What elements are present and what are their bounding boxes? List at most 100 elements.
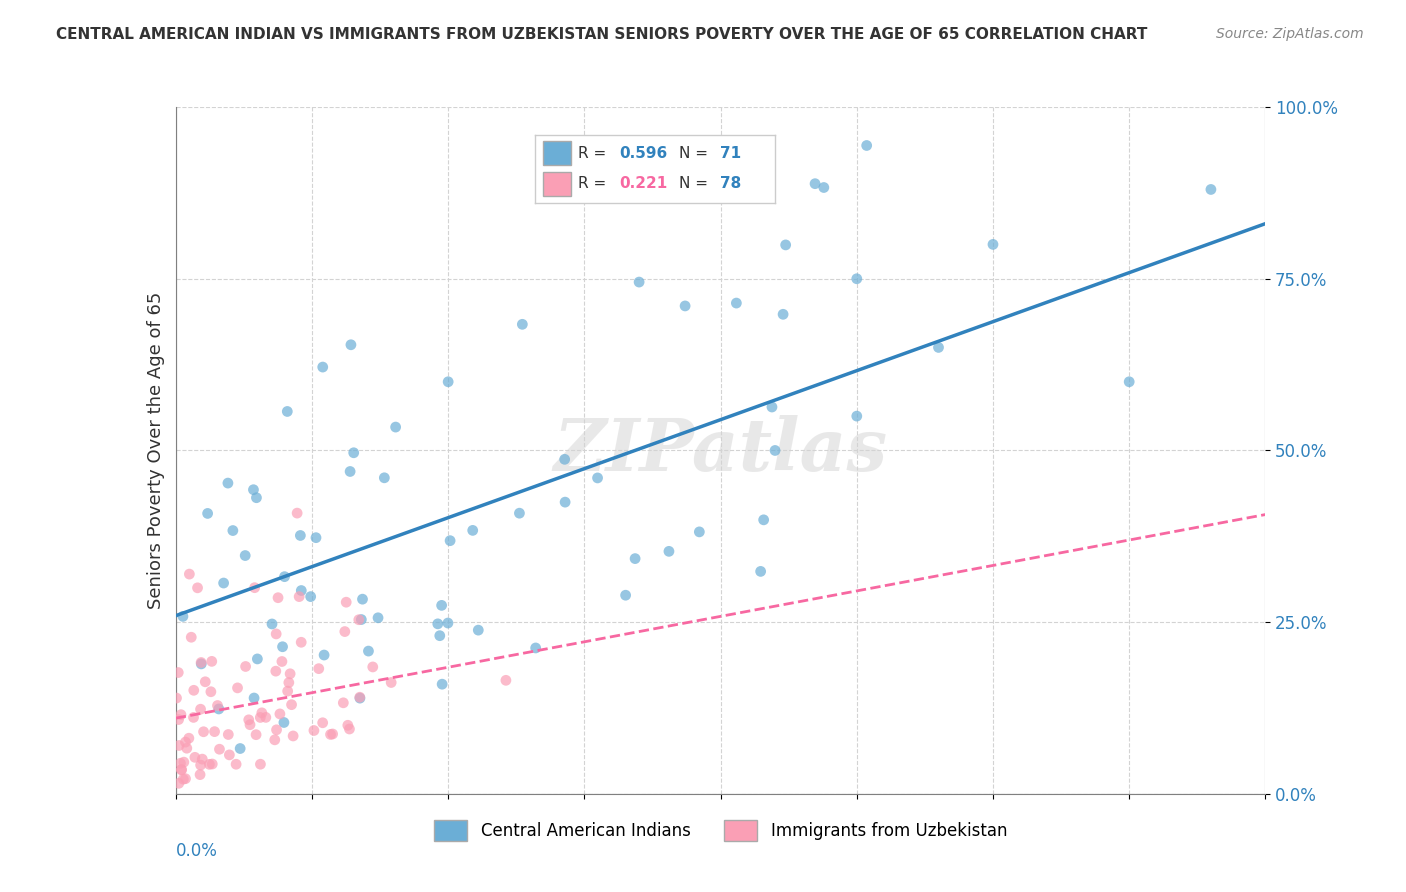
Point [311, 715, 333, 730]
Point [349, 690, 371, 705]
Point [314, 648, 336, 662]
Point [845, 409, 868, 423]
Point [249, 757, 271, 772]
Point [628, 275, 651, 289]
Point [524, 640, 547, 655]
Point [512, 318, 534, 332]
Point [198, 757, 221, 772]
Point [305, 531, 328, 545]
Point [172, 609, 194, 624]
Point [775, 238, 797, 252]
Point [276, 404, 298, 418]
Point [201, 757, 224, 772]
Text: ZIPatlas: ZIPatlas [554, 415, 887, 486]
Point [281, 729, 304, 743]
Point [928, 340, 950, 354]
Point [201, 654, 224, 668]
Point [233, 549, 256, 563]
Point [170, 763, 193, 777]
Point [845, 271, 868, 285]
Point [188, 767, 211, 781]
Point [167, 713, 190, 727]
Point [217, 727, 239, 741]
Point [191, 752, 214, 766]
Text: CENTRAL AMERICAN INDIAN VS IMMIGRANTS FROM UZBEKISTAN SENIORS POVERTY OVER THE A: CENTRAL AMERICAN INDIAN VS IMMIGRANTS FR… [56, 27, 1147, 42]
Point [194, 674, 217, 689]
Point [290, 583, 312, 598]
Point [280, 698, 302, 712]
Point [1199, 182, 1222, 196]
Point [367, 611, 389, 625]
Point [350, 613, 373, 627]
Point [263, 732, 285, 747]
Point [763, 443, 786, 458]
Point [242, 483, 264, 497]
Point [264, 627, 287, 641]
Point [554, 452, 576, 467]
Point [166, 691, 188, 706]
Point [336, 718, 359, 732]
Point [172, 772, 194, 787]
Point [361, 660, 384, 674]
Point [430, 677, 453, 691]
Point [308, 662, 330, 676]
Point [193, 724, 215, 739]
Point [335, 595, 357, 609]
Point [761, 400, 783, 414]
Point [673, 299, 696, 313]
Point [347, 613, 370, 627]
Point [749, 565, 772, 579]
Point [278, 666, 301, 681]
Point [266, 723, 288, 737]
Point [239, 717, 262, 731]
Point [495, 673, 517, 688]
Point [179, 567, 201, 582]
Point [245, 491, 267, 505]
Point [170, 763, 193, 777]
Point [554, 495, 576, 509]
Point [170, 707, 193, 722]
Point [273, 569, 295, 583]
Point [229, 741, 252, 756]
Point [269, 706, 291, 721]
Point [813, 180, 835, 194]
Point [357, 644, 380, 658]
Point [288, 590, 311, 604]
Point [250, 706, 273, 720]
Point [299, 590, 322, 604]
Point [804, 177, 827, 191]
Point [190, 657, 212, 671]
Point [207, 698, 229, 713]
Text: 0.0%: 0.0% [176, 842, 218, 860]
Point [772, 307, 794, 321]
Point [238, 713, 260, 727]
Point [249, 710, 271, 724]
Point [184, 750, 207, 764]
Point [312, 360, 335, 375]
Point [222, 524, 245, 538]
Point [245, 728, 267, 742]
Point [243, 581, 266, 595]
Text: Source: ZipAtlas.com: Source: ZipAtlas.com [1216, 27, 1364, 41]
Y-axis label: Seniors Poverty Over the Age of 65: Seniors Poverty Over the Age of 65 [146, 292, 165, 609]
Point [1118, 375, 1140, 389]
Point [190, 656, 212, 670]
Point [167, 739, 190, 753]
Point [243, 691, 266, 706]
Point [271, 655, 294, 669]
Point [430, 599, 453, 613]
Point [855, 138, 877, 153]
Point [322, 727, 344, 741]
Point [380, 675, 402, 690]
Point [217, 476, 239, 491]
Point [173, 755, 195, 769]
Point [302, 723, 325, 738]
Point [197, 507, 219, 521]
Point [349, 691, 371, 706]
Point [226, 681, 249, 695]
Point [426, 616, 449, 631]
Point [508, 506, 530, 520]
Point [190, 758, 212, 772]
Point [180, 630, 202, 644]
Point [277, 675, 299, 690]
